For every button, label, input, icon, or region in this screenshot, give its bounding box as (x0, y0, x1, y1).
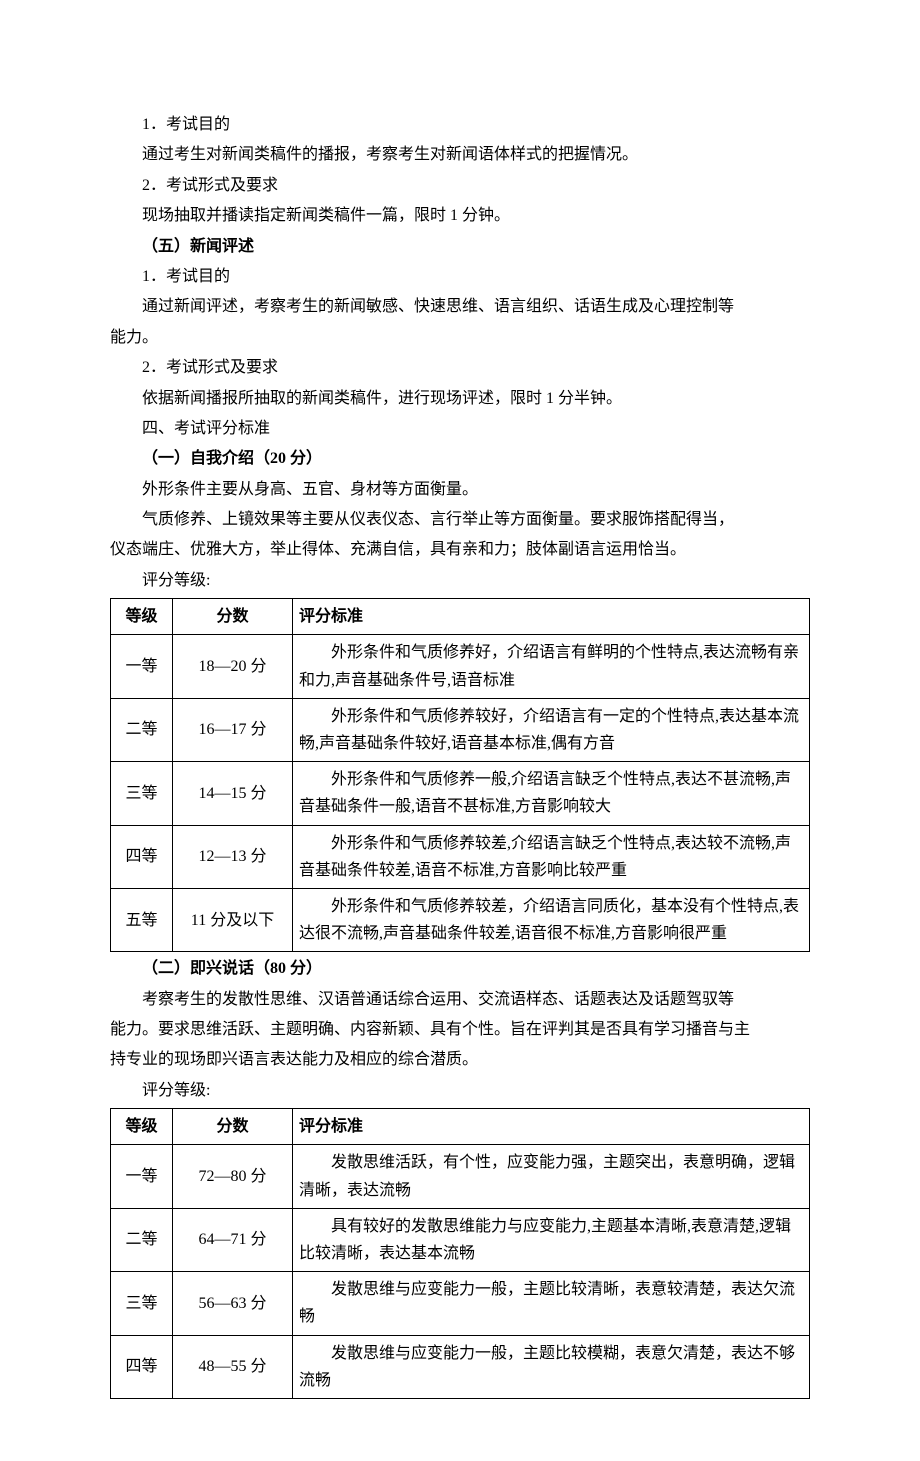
cell-grade: 三等 (111, 762, 173, 825)
cell-criteria: 外形条件和气质修养一般,介绍语言缺乏个性特点,表达不甚流畅,声音基础条件一般,语… (293, 762, 810, 825)
cell-grade: 五等 (111, 888, 173, 951)
table-header-score: 分数 (173, 1109, 293, 1145)
body-line: 依据新闻播报所抽取的新闻类稿件，进行现场评述，限时 1 分半钟。 (110, 384, 810, 414)
table-row: 三等 14—15 分 外形条件和气质修养一般,介绍语言缺乏个性特点,表达不甚流畅… (111, 762, 810, 825)
cell-score: 64—71 分 (173, 1208, 293, 1271)
body-line: 外形条件主要从身高、五官、身材等方面衡量。 (110, 475, 810, 505)
cell-criteria: 具有较好的发散思维能力与应变能力,主题基本清晰,表意清楚,逻辑比较清晰，表达基本… (293, 1208, 810, 1271)
cell-score: 16—17 分 (173, 698, 293, 761)
cell-criteria: 发散思维与应变能力一般，主题比较清晰，表意较清楚，表达欠流畅 (293, 1272, 810, 1335)
table-header-grade: 等级 (111, 1109, 173, 1145)
body-line: 1．考试目的 (110, 262, 810, 292)
table-header-criteria: 评分标准 (293, 1109, 810, 1145)
body-line: 2．考试形式及要求 (110, 171, 810, 201)
table-header-score: 分数 (173, 599, 293, 635)
table-row: 一等 18—20 分 外形条件和气质修养好，介绍语言有鲜明的个性特点,表达流畅有… (111, 635, 810, 698)
table-row: 二等 16—17 分 外形条件和气质修养较好，介绍语言有一定的个性特点,表达基本… (111, 698, 810, 761)
cell-criteria: 发散思维与应变能力一般，主题比较模糊，表意欠清楚，表达不够流畅 (293, 1335, 810, 1398)
cell-score: 14—15 分 (173, 762, 293, 825)
body-line: 通过新闻评述，考察考生的新闻敏感、快速思维、语言组织、话语生成及心理控制等 (110, 292, 810, 322)
scoring-table-self-intro: 等级 分数 评分标准 一等 18—20 分 外形条件和气质修养好，介绍语言有鲜明… (110, 598, 810, 952)
cell-score: 72—80 分 (173, 1145, 293, 1208)
section-title-impromptu-speech: （二）即兴说话（80 分） (110, 954, 810, 984)
body-line: 四、考试评分标准 (110, 414, 810, 444)
body-line: 2．考试形式及要求 (110, 353, 810, 383)
table-header-criteria: 评分标准 (293, 599, 810, 635)
body-line: 气质修养、上镜效果等主要从仪表仪态、言行举止等方面衡量。要求服饰搭配得当， (110, 505, 810, 535)
section-title-news-commentary: （五）新闻评述 (110, 232, 810, 262)
section-title-self-introduction: （一）自我介绍（20 分） (110, 444, 810, 474)
table-header-row: 等级 分数 评分标准 (111, 599, 810, 635)
grade-level-label: 评分等级: (110, 1076, 810, 1106)
table-row: 一等 72—80 分 发散思维活跃，有个性，应变能力强，主题突出，表意明确，逻辑… (111, 1145, 810, 1208)
cell-criteria: 外形条件和气质修养好，介绍语言有鲜明的个性特点,表达流畅有亲和力,声音基础条件号… (293, 635, 810, 698)
body-line: 现场抽取并播读指定新闻类稿件一篇，限时 1 分钟。 (110, 201, 810, 231)
table-row: 四等 48—55 分 发散思维与应变能力一般，主题比较模糊，表意欠清楚，表达不够… (111, 1335, 810, 1398)
cell-grade: 一等 (111, 635, 173, 698)
cell-grade: 四等 (111, 825, 173, 888)
body-line: 1．考试目的 (110, 110, 810, 140)
body-line: 通过考生对新闻类稿件的播报，考察考生对新闻语体样式的把握情况。 (110, 140, 810, 170)
cell-grade: 四等 (111, 1335, 173, 1398)
cell-score: 18—20 分 (173, 635, 293, 698)
body-line: 考察考生的发散性思维、汉语普通话综合运用、交流语样态、话题表达及话题驾驭等 (110, 985, 810, 1015)
cell-score: 56—63 分 (173, 1272, 293, 1335)
cell-grade: 二等 (111, 698, 173, 761)
cell-score: 12—13 分 (173, 825, 293, 888)
grade-level-label: 评分等级: (110, 566, 810, 596)
cell-grade: 一等 (111, 1145, 173, 1208)
cell-grade: 二等 (111, 1208, 173, 1271)
body-line-wrap: 仪态端庄、优雅大方，举止得体、充满自信，具有亲和力；肢体副语言运用恰当。 (110, 535, 810, 565)
table-header-row: 等级 分数 评分标准 (111, 1109, 810, 1145)
cell-score: 48—55 分 (173, 1335, 293, 1398)
table-row: 五等 11 分及以下 外形条件和气质修养较差，介绍语言同质化，基本没有个性特点,… (111, 888, 810, 951)
cell-criteria: 外形条件和气质修养较差，介绍语言同质化，基本没有个性特点,表达很不流畅,声音基础… (293, 888, 810, 951)
body-line-wrap: 能力。 (110, 323, 810, 353)
cell-criteria: 外形条件和气质修养较差,介绍语言缺乏个性特点,表达较不流畅,声音基础条件较差,语… (293, 825, 810, 888)
cell-grade: 三等 (111, 1272, 173, 1335)
table-header-grade: 等级 (111, 599, 173, 635)
cell-criteria: 发散思维活跃，有个性，应变能力强，主题突出，表意明确，逻辑清晰，表达流畅 (293, 1145, 810, 1208)
table-row: 三等 56—63 分 发散思维与应变能力一般，主题比较清晰，表意较清楚，表达欠流… (111, 1272, 810, 1335)
table-row: 二等 64—71 分 具有较好的发散思维能力与应变能力,主题基本清晰,表意清楚,… (111, 1208, 810, 1271)
body-line-wrap: 持专业的现场即兴语言表达能力及相应的综合潜质。 (110, 1045, 810, 1075)
table-row: 四等 12—13 分 外形条件和气质修养较差,介绍语言缺乏个性特点,表达较不流畅… (111, 825, 810, 888)
scoring-table-impromptu: 等级 分数 评分标准 一等 72—80 分 发散思维活跃，有个性，应变能力强，主… (110, 1108, 810, 1399)
cell-criteria: 外形条件和气质修养较好，介绍语言有一定的个性特点,表达基本流畅,声音基础条件较好… (293, 698, 810, 761)
body-line-wrap: 能力。要求思维活跃、主题明确、内容新颖、具有个性。旨在评判其是否具有学习播音与主 (110, 1015, 810, 1045)
cell-score: 11 分及以下 (173, 888, 293, 951)
